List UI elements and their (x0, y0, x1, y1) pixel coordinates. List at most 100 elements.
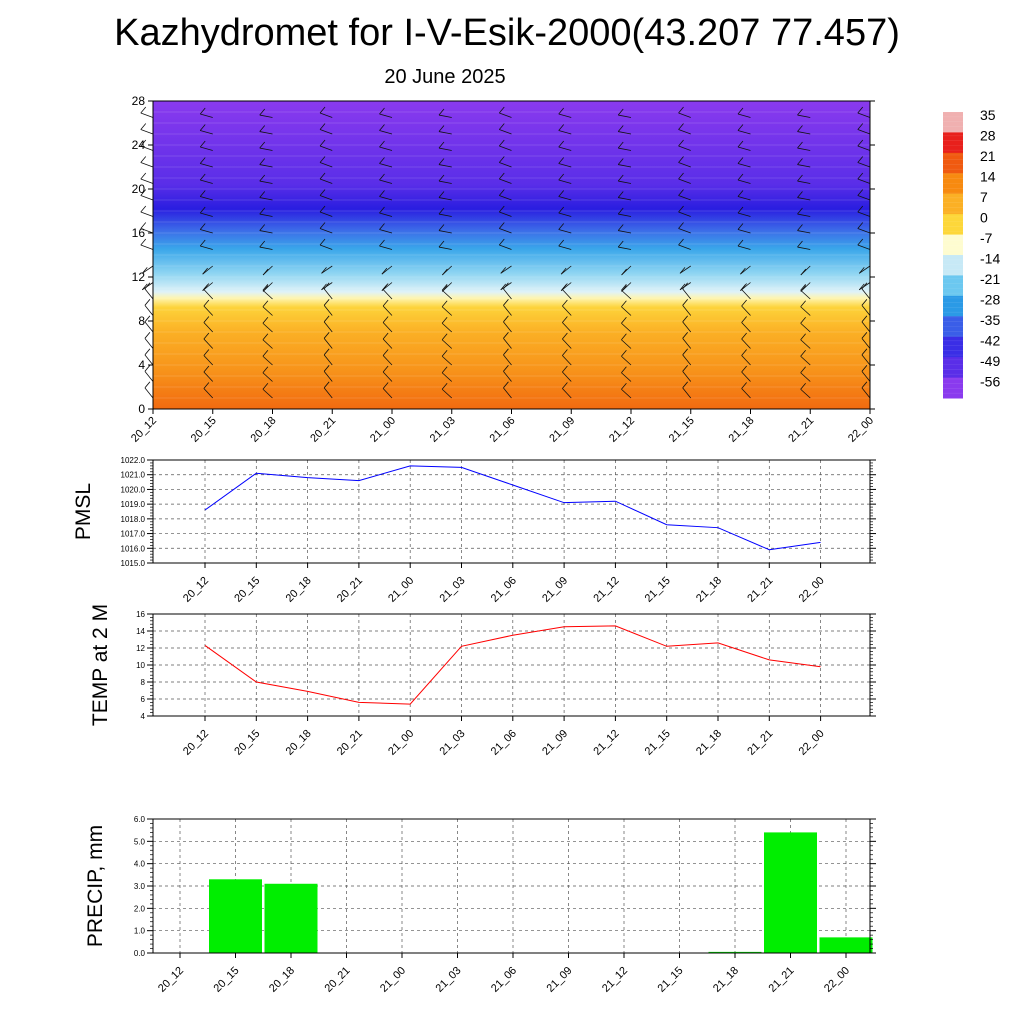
wind-barb (558, 130, 572, 135)
wind-barb (861, 371, 871, 382)
x-tick-label: 21_12 (591, 575, 621, 605)
wind-barb (144, 288, 154, 300)
wind-barb (499, 162, 512, 168)
x-tick-label: 21_15 (643, 575, 673, 605)
wind-barb (558, 179, 572, 184)
x-tick-label: 20_18 (284, 728, 314, 758)
wind-barb-flag (498, 205, 505, 213)
wind-barb-flag (144, 299, 151, 306)
wind-barb (503, 288, 512, 300)
wind-barb (562, 322, 572, 333)
x-tick-label: 20_15 (189, 415, 219, 445)
x-tick-label: 21_09 (540, 728, 570, 758)
wind-barb (259, 147, 273, 151)
wind-barb-flag (441, 366, 448, 373)
x-tick-label: 21_09 (545, 965, 575, 995)
wind-barb (621, 388, 632, 399)
wind-barb (319, 244, 333, 250)
wind-barb-flag (262, 366, 269, 373)
x-tick-label: 20_12 (181, 728, 211, 758)
wind-barb (441, 322, 453, 333)
wind-barb-flag (321, 283, 327, 291)
wind-barb-flag (741, 332, 747, 340)
wind-barb (682, 387, 692, 399)
wind-barb (382, 371, 393, 382)
wind-barb-flag (678, 139, 684, 147)
y-tick-label: 6 (141, 695, 146, 704)
wind-barb (140, 211, 154, 217)
wind-barb (861, 387, 871, 399)
temp-panel: 4 6 8 10 12 14 16 20_12 20_15 20_18 20_21 21_00 21_0… (89, 604, 876, 758)
y-tick-label: 4 (141, 712, 146, 721)
wind-barb (259, 246, 273, 250)
x-tick-label: 22_00 (846, 415, 876, 445)
chart-title: Kazhydromet for I-V-Esik-2000(43.207 77.… (114, 12, 900, 54)
wind-barb-flag (498, 172, 505, 180)
wind-barb-flag (621, 268, 627, 276)
wind-barb (558, 196, 572, 201)
wind-barb-flag (558, 206, 565, 214)
wind-barb (203, 338, 214, 349)
wind-barb-flag (562, 332, 568, 340)
colorbar-label: -56 (980, 374, 1000, 390)
wind-barb (678, 129, 691, 135)
wind-barb (560, 265, 572, 275)
wind-barb-flag (140, 238, 147, 246)
wind-barb (558, 163, 572, 168)
wind-barb (438, 230, 452, 234)
wind-barb (381, 282, 393, 291)
wind-barb (503, 354, 512, 366)
wind-barb (503, 321, 512, 333)
wind-barb (200, 113, 213, 118)
wind-barb-flag (682, 332, 688, 339)
wind-barb-flag (382, 365, 389, 373)
x-tick-label: 21_18 (694, 575, 724, 605)
wind-barb-flag (259, 191, 266, 198)
wind-barb-flag (379, 124, 385, 131)
x-tick-label: 21_18 (711, 965, 741, 995)
wind-barb (438, 114, 452, 118)
wind-barb (321, 282, 333, 291)
wind-barb (142, 265, 154, 274)
wind-barb (621, 289, 632, 300)
colorbar-swatch (943, 336, 963, 358)
wind-barb (741, 388, 751, 399)
wind-barb (499, 195, 512, 201)
wind-barb (499, 178, 512, 184)
wind-barb-flag (498, 222, 505, 229)
wind-barb (800, 306, 811, 316)
y-tick-label: 1015.0 (121, 559, 146, 568)
colorbar-label: -42 (980, 333, 1000, 349)
x-tick-label: 22_00 (797, 575, 827, 605)
colorbar-label: 28 (980, 128, 996, 144)
x-tick-label: 21_03 (428, 415, 458, 445)
wind-barb (737, 146, 751, 151)
y-tick-label: 14 (136, 627, 145, 636)
wind-barb (259, 114, 273, 118)
wind-barb (558, 212, 572, 217)
x-tick-label: 21_21 (786, 415, 816, 445)
x-tick-label: 22_00 (797, 728, 827, 758)
wind-barb (861, 354, 871, 366)
wind-barb-flag (857, 139, 864, 147)
x-tick-label: 21_15 (656, 965, 686, 995)
wind-barb-flag (857, 106, 864, 114)
wind-barb-flag (558, 190, 565, 197)
y-tick-label: 16 (136, 610, 145, 619)
wind-barb (259, 197, 273, 201)
wind-barb (441, 339, 453, 349)
wind-barb (438, 131, 452, 135)
wind-barb-flag (442, 268, 448, 276)
panel-frame (152, 613, 871, 717)
wind-barb-flag (438, 108, 445, 116)
wind-barb-flag (199, 124, 206, 131)
wind-barb-flag (323, 332, 330, 339)
wind-barb-flag (259, 174, 266, 182)
wind-barb-flag (319, 172, 326, 180)
wind-barb-flag (682, 299, 688, 306)
wind-barb (144, 354, 154, 366)
wind-barb-flag (199, 157, 206, 164)
cross-section-panel: 0 4 8 12 16 20 24 28 20_12 20_15 20_18 20_21 21_00 21… (129, 94, 876, 445)
wind-barb (857, 244, 871, 250)
wind-barb (203, 355, 214, 366)
